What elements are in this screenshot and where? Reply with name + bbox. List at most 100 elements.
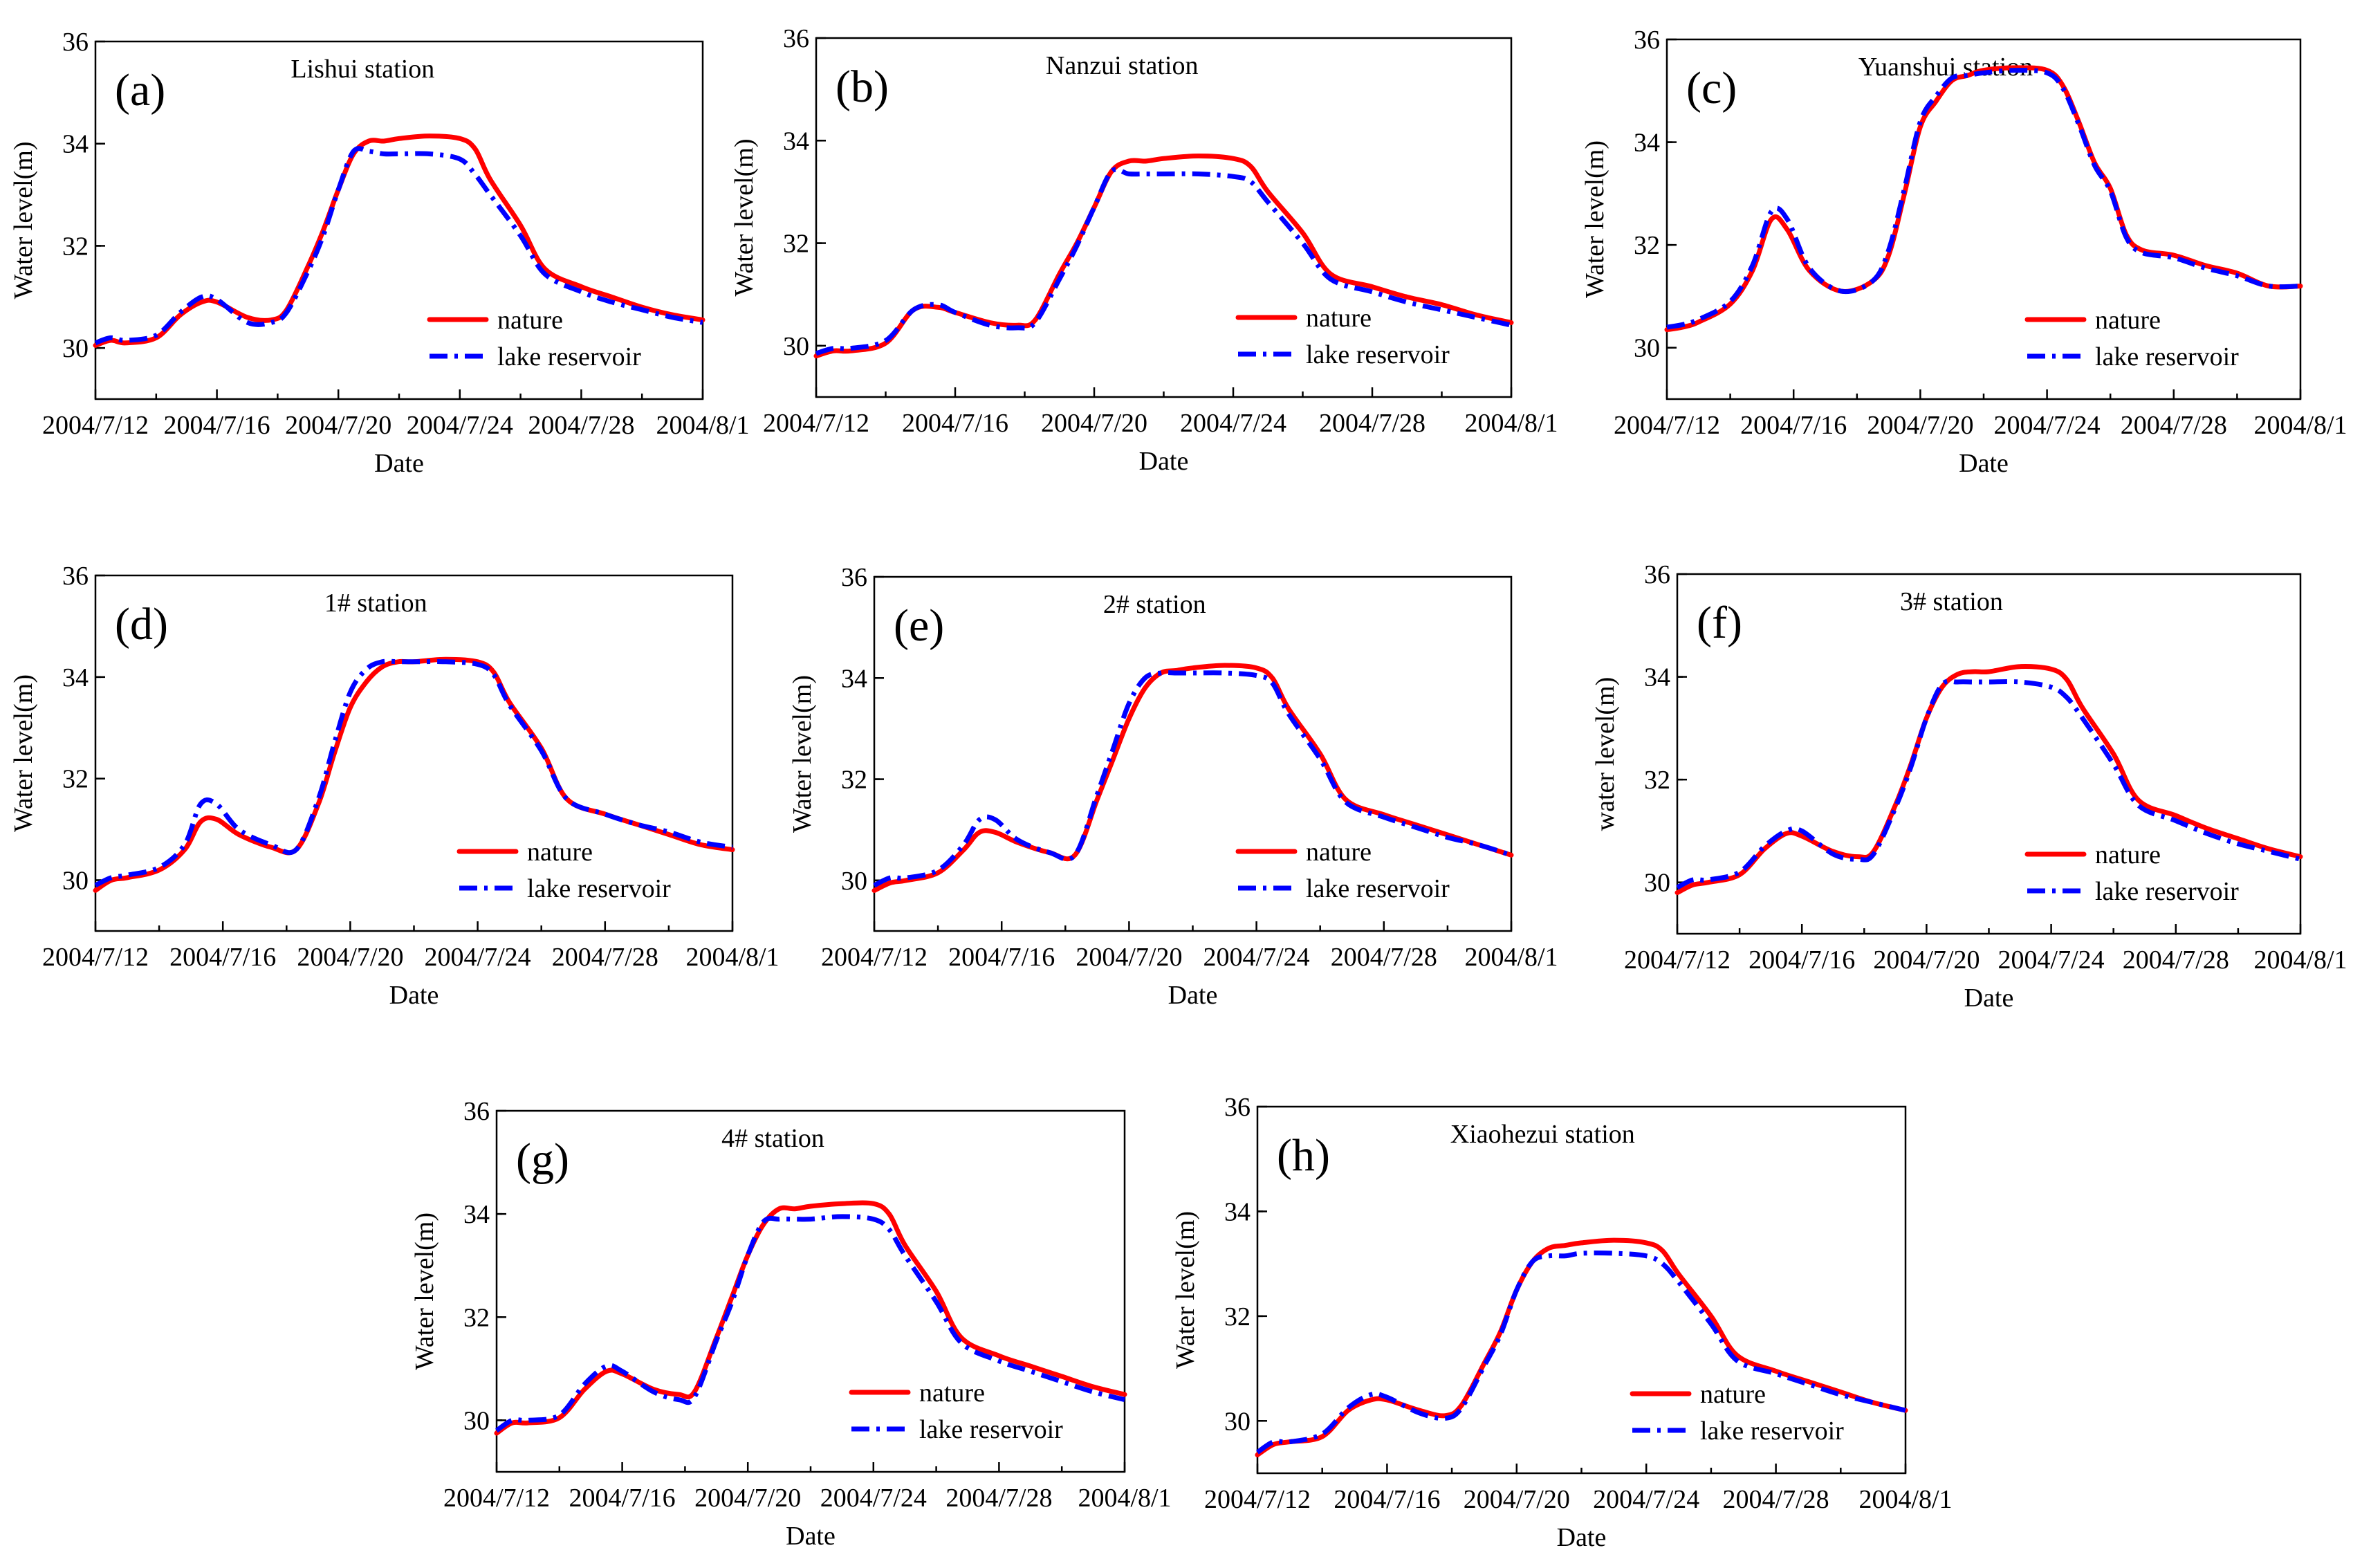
series-line-lake-reservoir — [1256, 1251, 1906, 1455]
legend-label-lake-reservoir: lake reservoir — [2095, 877, 2239, 906]
y-axis-title: Water level(m) — [1580, 140, 1609, 298]
series-line-nature — [1674, 664, 2303, 896]
y-tick-label: 34 — [1634, 129, 1660, 158]
y-tick-label: 32 — [62, 765, 89, 794]
y-axis-title: Water level(m) — [9, 674, 38, 832]
x-tick-label: 2004/7/12 — [443, 1484, 550, 1513]
legend-label-nature: nature — [1306, 304, 1372, 333]
series-line-lake-reservoir — [94, 146, 703, 346]
x-tick-label: 2004/8/1 — [2253, 411, 2347, 440]
x-tick-label: 2004/8/1 — [656, 411, 749, 440]
y-tick-label: 36 — [841, 563, 867, 592]
x-tick-label: 2004/8/1 — [685, 943, 779, 972]
y-tick-label: 30 — [783, 332, 809, 361]
y-tick-label: 30 — [841, 867, 867, 896]
x-tick-label: 2004/7/16 — [1740, 411, 1847, 440]
legend-label-lake-reservoir: lake reservoir — [1700, 1417, 1844, 1446]
x-axis-title: Date — [1139, 447, 1189, 476]
y-tick-label: 36 — [1224, 1093, 1251, 1122]
y-tick-label: 34 — [783, 127, 809, 156]
x-tick-label: 2004/8/1 — [2253, 946, 2347, 975]
y-tick-label: 32 — [783, 230, 809, 259]
chart-panel-h: 30 32 34 36 2004/7/12 2004/7/16 2004/7/20 2004/… — [1171, 1093, 1953, 1552]
x-tick-label: 2004/7/24 — [425, 943, 531, 972]
legend-label-nature: nature — [919, 1378, 985, 1408]
legend-label-nature: nature — [2095, 306, 2161, 335]
station-title: 2# station — [1103, 590, 1206, 619]
panel-label: (b) — [836, 62, 889, 112]
y-tick-label: 34 — [62, 663, 89, 692]
x-tick-label: 2004/7/16 — [902, 409, 1008, 438]
x-tick-label: 2004/8/1 — [1464, 409, 1558, 438]
y-axis-title: Water level(m) — [788, 675, 817, 833]
legend-label-nature: nature — [527, 838, 593, 867]
x-tick-label: 2004/7/20 — [285, 411, 391, 440]
panel-label: (a) — [115, 65, 165, 116]
legend-label-lake-reservoir: lake reservoir — [527, 874, 671, 903]
x-tick-label: 2004/7/28 — [1331, 943, 1437, 972]
legend-label-lake-reservoir: lake reservoir — [919, 1415, 1063, 1444]
x-tick-label: 2004/7/16 — [169, 943, 276, 972]
y-tick-label: 32 — [1644, 766, 1670, 795]
x-tick-label: 2004/7/12 — [821, 943, 928, 972]
x-tick-label: 2004/7/28 — [2123, 946, 2229, 975]
panel-label: (d) — [115, 599, 168, 649]
legend-label-lake-reservoir: lake reservoir — [497, 342, 641, 371]
series-line-lake-reservoir — [873, 670, 1513, 888]
y-axis-title: Water level(m) — [410, 1212, 439, 1370]
chart-panel-d: 30 32 34 36 2004/7/12 2004/7/16 2004/7/20 2004/… — [9, 562, 779, 1010]
x-tick-label: 2004/7/16 — [948, 943, 1055, 972]
x-tick-label: 2004/7/16 — [569, 1484, 676, 1513]
x-axis-title: Date — [1964, 984, 2014, 1013]
y-tick-label: 30 — [62, 334, 89, 363]
x-tick-label: 2004/7/20 — [1041, 409, 1147, 438]
x-tick-label: 2004/7/28 — [945, 1484, 1052, 1513]
x-tick-label: 2004/7/24 — [1998, 946, 2105, 975]
x-tick-label: 2004/7/12 — [42, 943, 149, 972]
station-title: 3# station — [1900, 587, 2003, 616]
y-tick-label: 30 — [463, 1406, 490, 1435]
legend-label-lake-reservoir: lake reservoir — [2095, 342, 2239, 371]
y-tick-label: 36 — [1644, 560, 1670, 589]
y-tick-label: 34 — [463, 1200, 490, 1229]
y-tick-label: 36 — [62, 562, 89, 591]
series-line-nature — [1664, 65, 2303, 333]
chart-panel-f: 30 32 34 36 2004/7/12 2004/7/16 2004/7/20 2004/… — [1591, 560, 2347, 1013]
series-line-lake-reservoir — [495, 1214, 1125, 1433]
panel-label: (h) — [1277, 1130, 1330, 1181]
y-axis-title: Water level(m) — [1171, 1211, 1200, 1369]
station-title: Xiaohezui station — [1450, 1120, 1635, 1149]
x-tick-label: 2004/7/20 — [1873, 946, 1980, 975]
x-tick-label: 2004/7/28 — [528, 411, 634, 440]
x-axis-title: Date — [374, 449, 424, 478]
y-tick-label: 30 — [1634, 334, 1660, 363]
y-tick-label: 32 — [62, 232, 89, 261]
series-line-lake-reservoir — [1666, 68, 2301, 330]
x-tick-label: 2004/7/28 — [1723, 1485, 1829, 1514]
y-tick-label: 32 — [463, 1303, 490, 1332]
x-tick-label: 2004/7/20 — [1867, 411, 1973, 440]
x-tick-label: 2004/7/16 — [164, 411, 270, 440]
series-line-nature — [93, 133, 705, 348]
x-tick-label: 2004/7/20 — [1076, 943, 1182, 972]
x-tick-label: 2004/7/12 — [42, 411, 149, 440]
series-line-nature — [494, 1200, 1127, 1436]
x-tick-label: 2004/7/28 — [552, 943, 658, 972]
series-line-lake-reservoir — [815, 167, 1512, 356]
y-tick-label: 30 — [62, 867, 89, 896]
series-line-lake-reservoir — [94, 658, 733, 888]
x-tick-label: 2004/7/12 — [1614, 411, 1720, 440]
x-tick-label: 2004/7/12 — [763, 409, 869, 438]
chart-panel-c: 30 32 34 36 2004/7/12 2004/7/16 2004/7/20 2004/… — [1580, 26, 2347, 478]
legend-label-nature: nature — [1306, 838, 1372, 867]
x-tick-label: 2004/7/12 — [1624, 946, 1731, 975]
x-tick-label: 2004/7/16 — [1749, 946, 1855, 975]
x-tick-label: 2004/7/24 — [407, 411, 513, 440]
panel-label: (e) — [894, 600, 944, 651]
y-tick-label: 32 — [1634, 231, 1660, 260]
legend-label-nature: nature — [1700, 1380, 1766, 1409]
legend-label-nature: nature — [2095, 840, 2161, 869]
y-tick-label: 30 — [1644, 869, 1670, 898]
